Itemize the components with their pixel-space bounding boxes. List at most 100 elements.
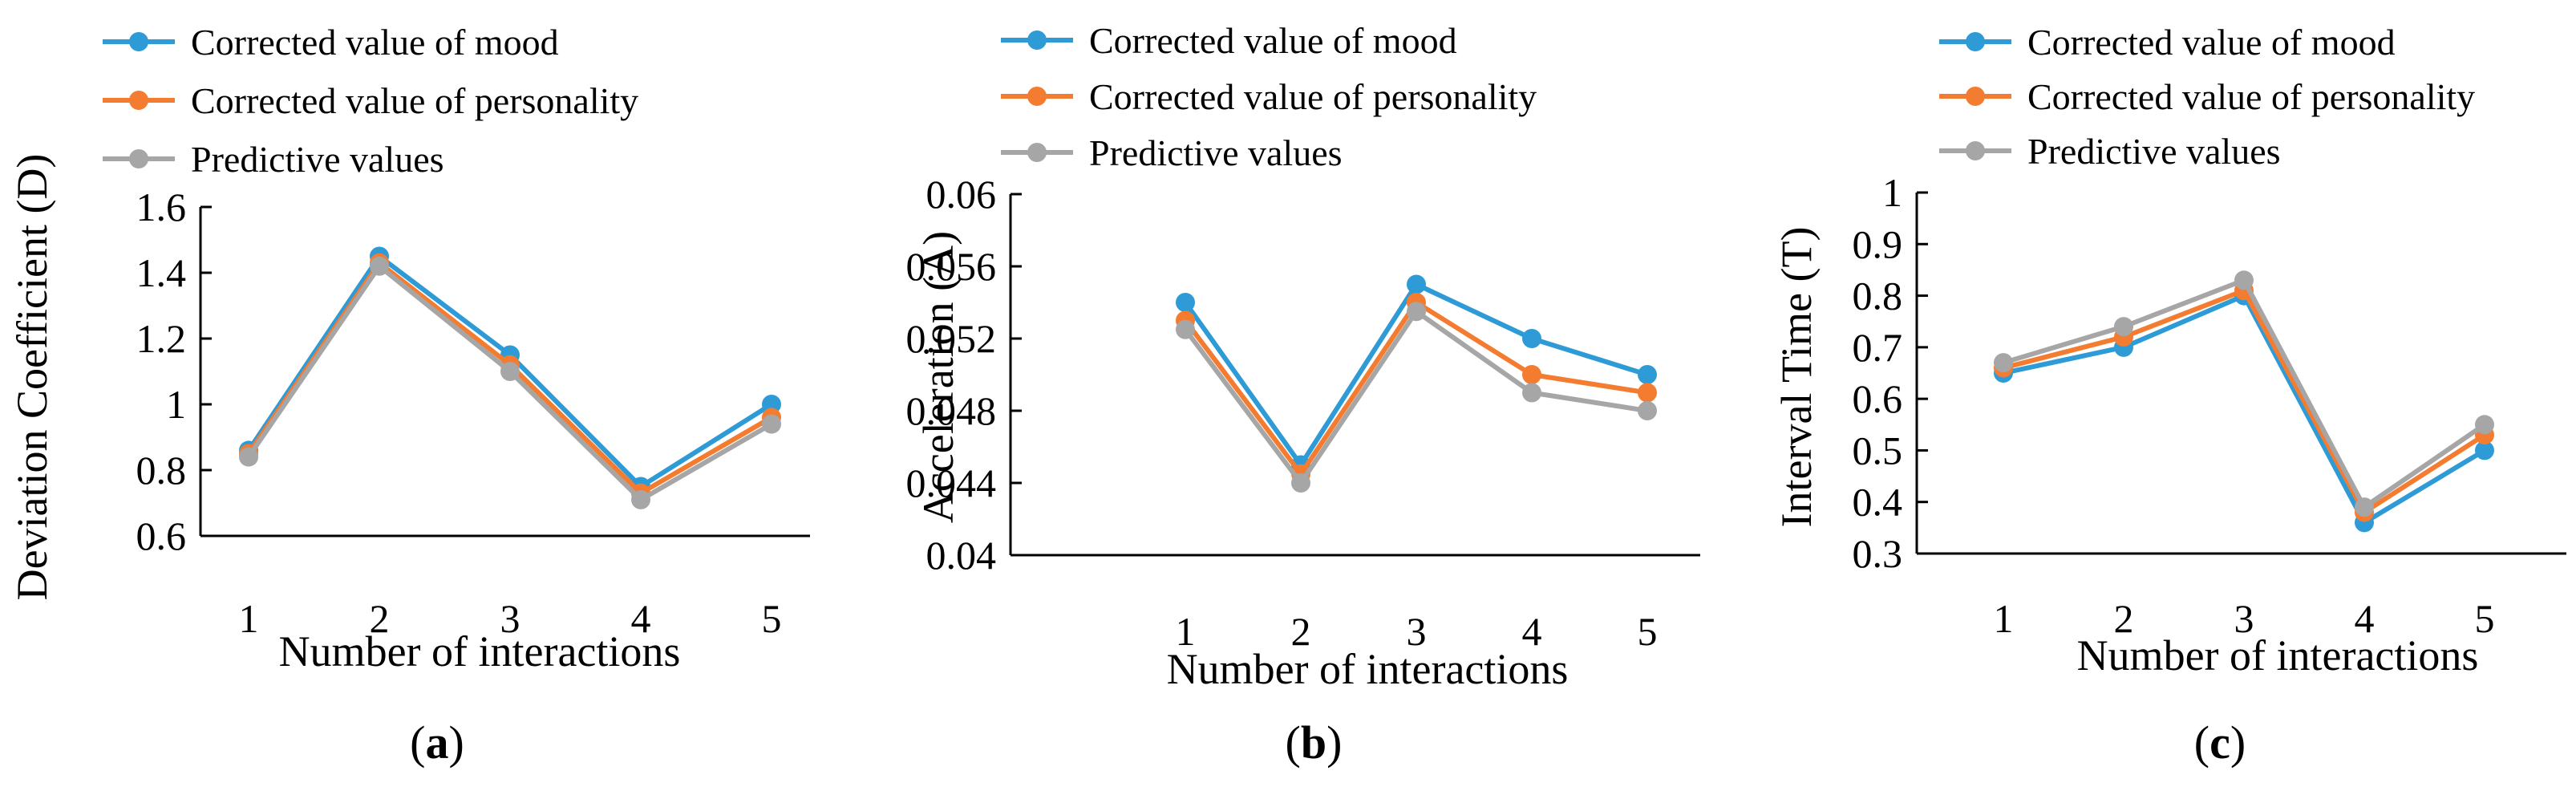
panel-label-open: (	[1286, 716, 1301, 769]
series-2	[1994, 270, 2494, 517]
x-tick-label: 2	[1291, 609, 1311, 654]
legend-label: Corrected value of mood	[2027, 22, 2396, 63]
x-axis-label: Number of interactions	[1167, 645, 1569, 693]
data-point	[762, 414, 781, 434]
x-axis-label: Number of interactions	[2077, 631, 2479, 679]
y-tick-label: 0.06	[926, 172, 997, 217]
y-tick-label: 0.3	[1853, 531, 1903, 576]
y-tick-label: 0.8	[1853, 274, 1903, 318]
y-tick-label: 1.6	[136, 185, 187, 229]
legend-label: Predictive values	[2027, 131, 2281, 172]
data-point	[762, 395, 781, 414]
x-axis-label: Number of interactions	[279, 627, 681, 675]
legend-entry: Corrected value of mood	[1939, 22, 2396, 63]
x-tick-label: 3	[500, 596, 520, 641]
legend-swatch-marker	[1027, 30, 1047, 50]
series-line	[2003, 293, 2486, 525]
legend-swatch-marker	[129, 149, 148, 168]
legend-entry: Corrected value of personality	[1939, 76, 2475, 117]
legend-label: Corrected value of mood	[191, 22, 559, 63]
y-axis-label: Acceleration (A)	[914, 231, 962, 523]
series-0	[1994, 286, 2494, 533]
series-line	[2003, 288, 2486, 515]
data-point	[1176, 319, 1195, 339]
x-tick-label: 4	[2355, 596, 2375, 641]
series-line	[2003, 278, 2486, 510]
legend-entry: Predictive values	[1939, 131, 2281, 172]
data-point	[239, 447, 258, 467]
legend: Corrected value of mood Corrected value o…	[1001, 20, 1537, 173]
y-axis-label: Deviation Coefficient (D)	[8, 154, 56, 601]
chart-panel-c: 0.3 0.4 0.5 0.6 0.7 0.8 0.9 1 1 2 3 4 5 Interval Time…	[1772, 22, 2566, 769]
data-point	[1994, 353, 2013, 373]
legend-entry: Corrected value of personality	[103, 80, 638, 121]
chart-panel-b: 0.04 0.044 0.048 0.052 0.056 0.06 1 2 3 4 5 Acceler…	[906, 20, 1700, 769]
data-point	[2114, 317, 2133, 337]
legend: Corrected value of mood Corrected value o…	[103, 22, 638, 180]
y-tick-label: 1.4	[136, 250, 187, 295]
data-point	[1522, 365, 1541, 384]
x-tick-label: 4	[631, 596, 651, 641]
y-axis-label: Interval Time (T)	[1772, 227, 1821, 528]
data-point	[1407, 274, 1426, 294]
legend-swatch-marker	[1966, 87, 1985, 106]
legend-swatch-marker	[1027, 87, 1047, 106]
legend-label: Corrected value of personality	[1089, 76, 1537, 117]
y-tick-label: 0.9	[1853, 221, 1903, 266]
y-tick-label: 1	[166, 382, 186, 427]
y-tick-label: 0.6	[1853, 376, 1903, 421]
panel-label-open: (	[2194, 716, 2209, 769]
y-tick-label: 0.5	[1853, 428, 1903, 473]
y-tick-label: 0.7	[1853, 325, 1903, 370]
y-tick-label: 0.044	[906, 460, 997, 505]
x-tick-label: 3	[1407, 609, 1427, 654]
legend-swatch-marker	[129, 91, 148, 110]
x-tick-label: 5	[2475, 596, 2495, 641]
y-tick-label: 0.052	[906, 316, 997, 361]
x-tick-label: 1	[239, 596, 259, 641]
legend-entry: Corrected value of mood	[1001, 20, 1457, 61]
panel-label: (a)	[410, 716, 464, 769]
data-point	[1638, 383, 1657, 403]
legend-swatch-marker	[1966, 32, 1985, 51]
series-2	[1176, 302, 1657, 493]
data-point	[1291, 473, 1310, 493]
x-tick-label: 1	[1176, 609, 1196, 654]
y-tick-label: 0.8	[136, 448, 187, 493]
chart-panel-a: 0.6 0.8 1 1.2 1.4 1.6 1 2 3 4 5 Deviation Coefficie…	[8, 22, 810, 769]
panel-label-letter: b	[1301, 716, 1326, 769]
y-tick-label: 1	[1882, 170, 1902, 215]
data-point	[1522, 383, 1541, 403]
legend-label: Corrected value of mood	[1089, 20, 1457, 61]
legend-entry: Corrected value of mood	[103, 22, 559, 63]
legend-entry: Corrected value of personality	[1001, 76, 1537, 117]
legend-entry: Predictive values	[103, 139, 444, 180]
panel-label-close: )	[2230, 716, 2246, 769]
x-tick-label: 5	[762, 596, 782, 641]
data-point	[1638, 401, 1657, 420]
x-tick-label: 1	[1994, 596, 2014, 641]
x-tick-label: 2	[370, 596, 390, 641]
y-tick-label: 0.04	[926, 533, 997, 578]
data-point	[631, 489, 650, 509]
series-2	[239, 256, 781, 509]
legend-swatch-marker	[129, 32, 148, 51]
legend-entry: Predictive values	[1001, 132, 1343, 173]
legend-label: Predictive values	[191, 139, 444, 180]
data-point	[2355, 497, 2374, 517]
legend-label: Corrected value of personality	[191, 80, 638, 121]
data-point	[370, 256, 389, 276]
data-point	[1407, 302, 1426, 322]
series-1	[1994, 281, 2494, 522]
legend-label: Corrected value of personality	[2027, 76, 2475, 117]
data-point	[500, 362, 520, 381]
data-point	[1638, 365, 1657, 384]
y-tick-label: 0.6	[136, 513, 187, 558]
data-point	[2475, 415, 2494, 435]
series-line	[1183, 300, 1648, 477]
panel-label-close: )	[1326, 716, 1342, 769]
x-tick-label: 5	[1638, 609, 1658, 654]
panel-label-letter: a	[426, 716, 449, 769]
panel-label: (c)	[2194, 716, 2246, 769]
